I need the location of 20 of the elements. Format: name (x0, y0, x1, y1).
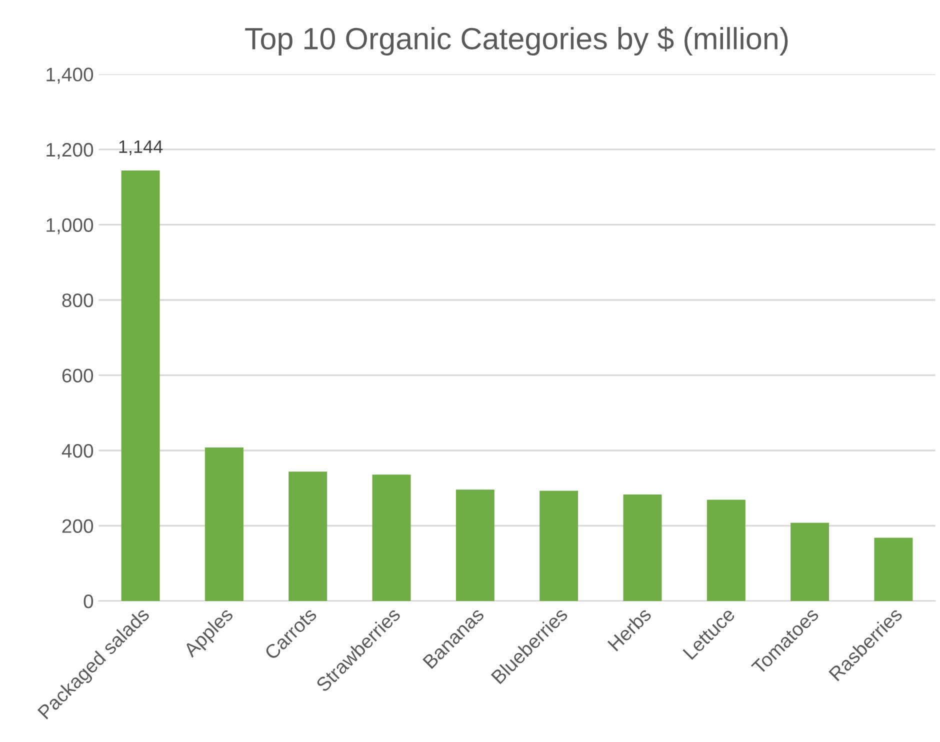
bar (790, 522, 830, 602)
y-tick-label: 200 (62, 519, 94, 533)
y-tick-label: 1,200 (46, 142, 94, 159)
bar (372, 474, 411, 602)
y-tick-label: 0 (84, 594, 94, 608)
y-tick-label: 1,400 (46, 68, 94, 84)
y-tick-label: 600 (62, 368, 94, 382)
data-label: 1,144 (119, 140, 163, 156)
y-tick-label: 1,000 (46, 218, 94, 234)
bar (456, 490, 494, 602)
bar (288, 472, 328, 602)
bar (204, 447, 244, 602)
bar (706, 500, 746, 602)
y-tick-label: 800 (62, 293, 94, 308)
bar (874, 538, 913, 602)
y-tick-label: 400 (62, 444, 94, 458)
chart-title: Top 10 Organic Categories by $ (million) (245, 26, 788, 56)
bar (623, 494, 662, 602)
bar (121, 170, 160, 602)
bar (540, 490, 578, 602)
